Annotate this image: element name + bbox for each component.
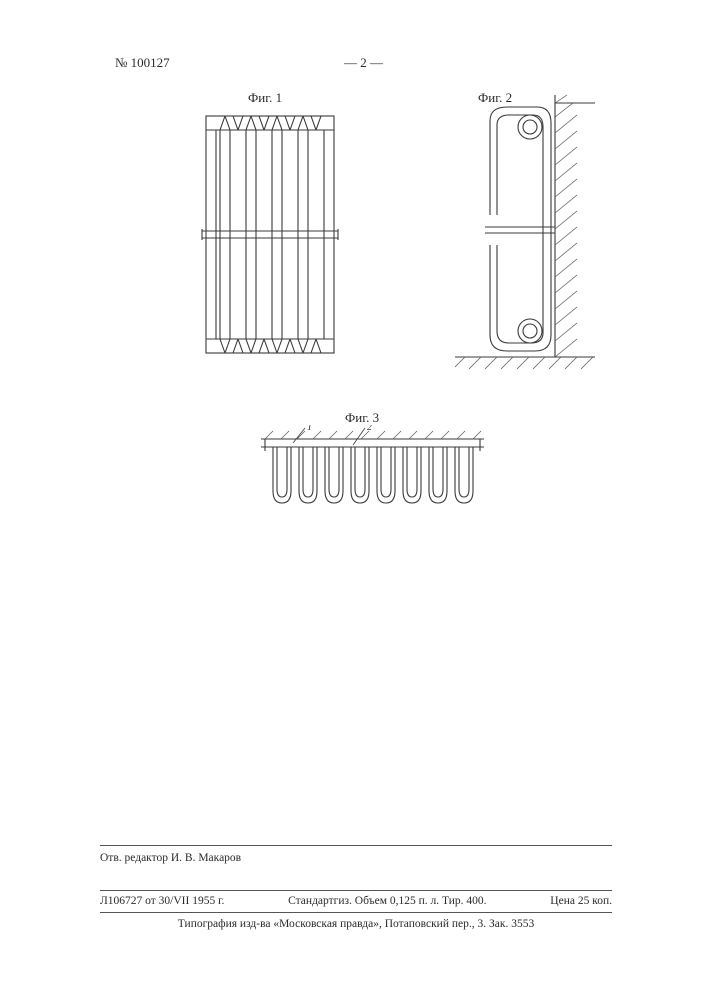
- footer-rule-3: [100, 912, 612, 913]
- figure-1: [200, 112, 340, 357]
- editor-line: Отв. редактор И. В. Макаров: [100, 852, 612, 864]
- publication-row: Л106727 от 30/VII 1955 г. Стандартгиз. О…: [100, 895, 612, 907]
- pub-center: Стандартгиз. Объем 0,125 п. л. Тир. 400.: [288, 895, 486, 907]
- figure-2: [435, 95, 595, 385]
- footer-rule-2: [100, 890, 612, 891]
- page: № 100127 — 2 — Фиг. 1 Фиг. 2 Фиг. 3: [0, 0, 707, 1000]
- figure-1-svg: [200, 112, 340, 357]
- svg-text:1: 1: [307, 425, 312, 433]
- typography-line: Типография изд-ва «Московская правда», П…: [100, 918, 612, 930]
- figure-2-svg: [435, 95, 595, 385]
- figure-3: 1 2: [255, 425, 490, 515]
- page-number: — 2 —: [344, 55, 383, 71]
- pub-left: Л106727 от 30/VII 1955 г.: [100, 895, 224, 907]
- figure-1-label: Фиг. 1: [248, 90, 282, 106]
- figure-3-label: Фиг. 3: [345, 410, 379, 426]
- document-number: № 100127: [115, 55, 170, 71]
- pub-right: Цена 25 коп.: [550, 895, 612, 907]
- footer-rule-1: [100, 845, 612, 846]
- svg-text:2: 2: [367, 425, 372, 433]
- figure-3-svg: 1 2: [255, 425, 490, 515]
